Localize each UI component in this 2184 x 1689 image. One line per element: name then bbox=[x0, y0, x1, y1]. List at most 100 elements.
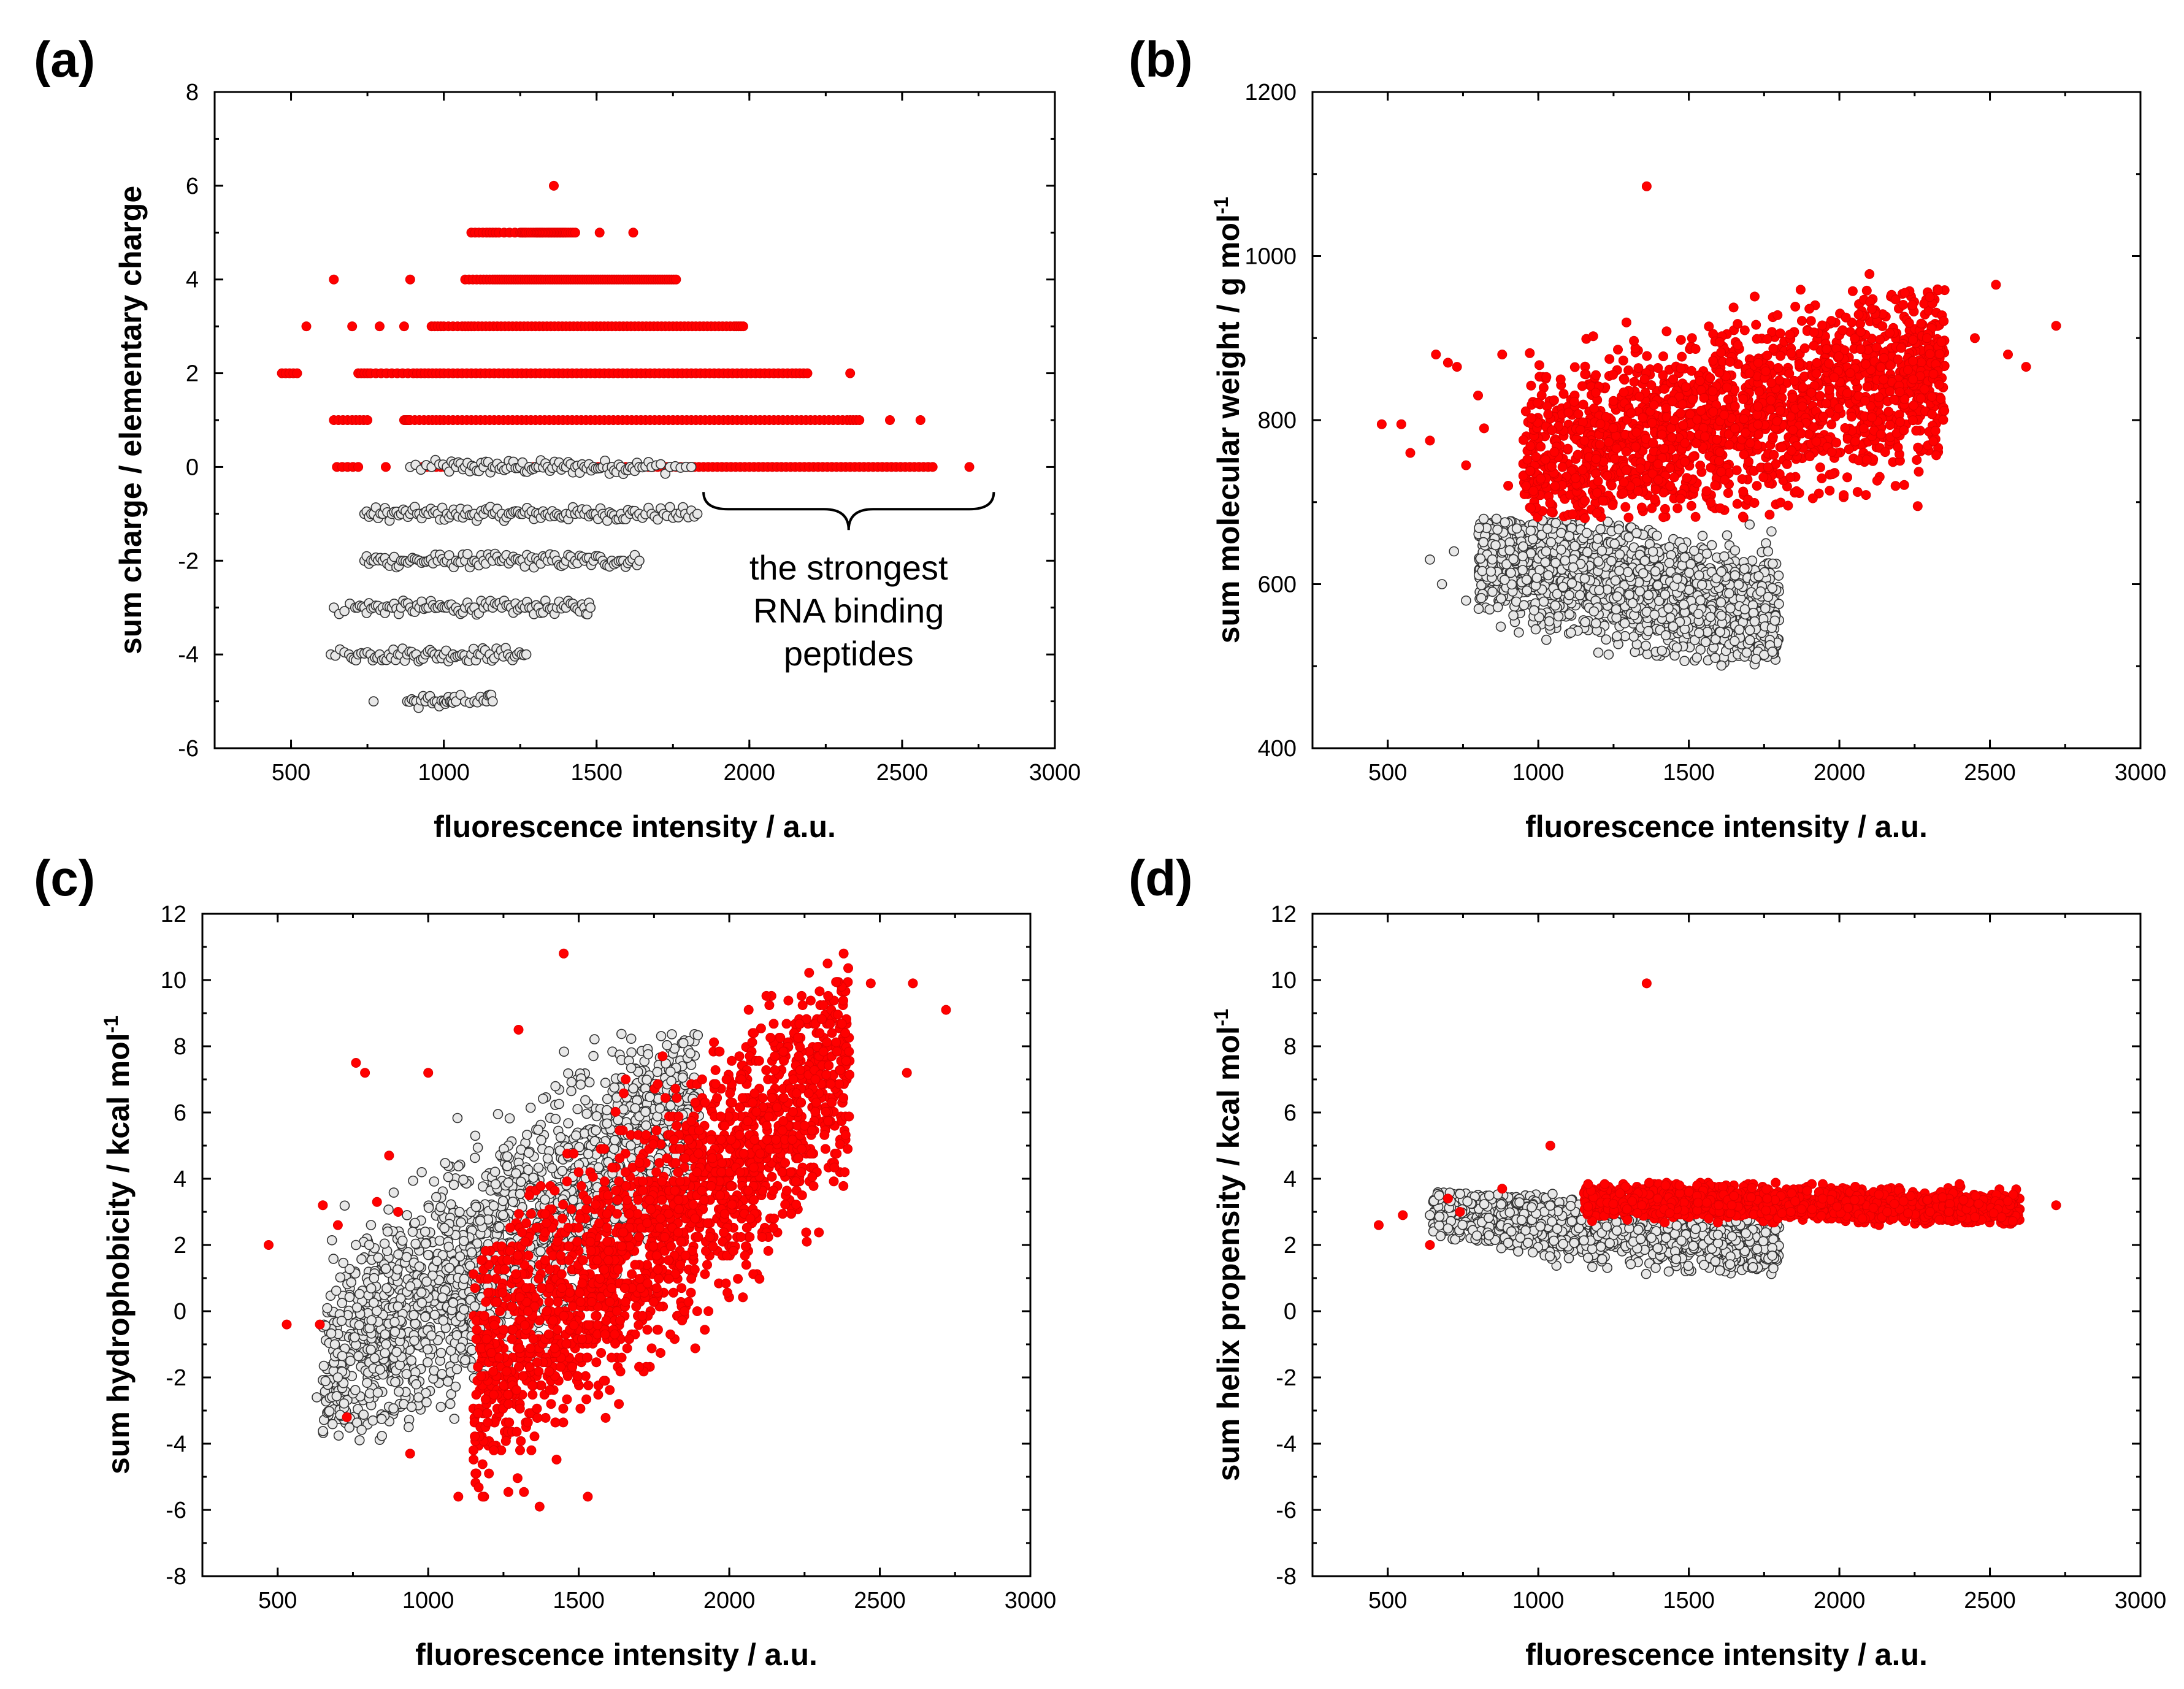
strong-binder-point bbox=[1677, 399, 1688, 410]
strong-binder-point bbox=[1536, 473, 1546, 484]
strong-binder-point bbox=[1634, 391, 1645, 402]
strong-binder-point bbox=[1818, 412, 1828, 422]
strong-binder-point bbox=[1690, 511, 1701, 522]
weak-binder-point bbox=[1631, 527, 1642, 538]
data-points bbox=[277, 180, 975, 713]
strong-binder-point bbox=[1750, 291, 1760, 302]
strong-binder-point bbox=[927, 462, 938, 472]
strong-binder-point bbox=[1452, 362, 1462, 372]
strong-binder-point bbox=[1621, 465, 1631, 475]
strong-binder-point bbox=[1590, 388, 1601, 398]
strong-binder-point bbox=[1708, 407, 1718, 417]
weak-binder-point bbox=[1579, 573, 1590, 584]
weak-binder-point bbox=[1495, 621, 1506, 632]
strong-binder-point bbox=[1880, 447, 1890, 458]
strong-binder-point bbox=[1658, 512, 1669, 523]
strong-binder-point bbox=[1526, 503, 1536, 513]
weak-binder-point bbox=[1492, 524, 1503, 535]
strong-binder-point bbox=[1598, 496, 1608, 506]
strong-binder-point bbox=[1889, 394, 1899, 405]
weak-binder-point bbox=[1582, 546, 1593, 557]
x-tick-label: 3000 bbox=[1029, 760, 1081, 786]
strong-binder-point bbox=[1787, 393, 1798, 403]
weak-binder-point bbox=[1477, 565, 1488, 576]
strong-binder-point bbox=[1573, 409, 1584, 419]
strong-binder-point bbox=[1768, 432, 1778, 442]
strong-binder-point bbox=[1805, 451, 1815, 462]
strong-binder-point bbox=[1773, 363, 1784, 373]
strong-binder-point bbox=[1620, 502, 1631, 512]
strong-binder-point bbox=[1591, 454, 1601, 464]
weak-binder-point bbox=[692, 508, 703, 519]
weak-binder-point bbox=[1492, 602, 1503, 613]
strong-binder-point bbox=[1938, 415, 1948, 425]
strong-binder-point bbox=[1534, 360, 1544, 370]
strong-binder-point bbox=[1765, 404, 1776, 415]
annotation-text: peptides bbox=[784, 634, 914, 673]
weak-binder-point bbox=[1566, 627, 1576, 638]
strong-binder-point bbox=[1672, 503, 1683, 513]
strong-binder-point bbox=[1825, 486, 1835, 496]
strong-binder-point bbox=[1934, 349, 1945, 359]
strong-binder-point bbox=[1699, 431, 1710, 442]
y-tick-label: 6 bbox=[186, 174, 199, 199]
strong-binder-point bbox=[1925, 292, 1935, 302]
weak-binder-point bbox=[1715, 597, 1726, 608]
weak-binder-point bbox=[1643, 590, 1654, 600]
strong-binder-point bbox=[1608, 396, 1619, 406]
weak-binder-point bbox=[1614, 524, 1624, 535]
strong-binder-point bbox=[1933, 285, 1944, 296]
strong-binder-point bbox=[301, 321, 312, 332]
weak-binder-point bbox=[1518, 541, 1528, 552]
weak-binder-point bbox=[1490, 540, 1501, 551]
weak-binder-point bbox=[1694, 627, 1704, 638]
strong-binder-point bbox=[1545, 498, 1555, 508]
weak-binder-point bbox=[1719, 551, 1730, 562]
strong-binder-point bbox=[1787, 445, 1796, 456]
weak-binder-point bbox=[1706, 540, 1717, 551]
strong-binder-point bbox=[1714, 337, 1725, 347]
weak-binder-point bbox=[1425, 554, 1435, 565]
weak-binder-point bbox=[1601, 634, 1611, 645]
strong-binder-point bbox=[1890, 294, 1901, 305]
weak-binder-point bbox=[1593, 556, 1604, 567]
weak-binder-point bbox=[1627, 598, 1638, 608]
strong-binder-point bbox=[1809, 327, 1819, 337]
strong-binder-point bbox=[1665, 481, 1676, 491]
strong-binder-point bbox=[1815, 462, 1825, 473]
strong-binder-point bbox=[1676, 363, 1686, 373]
weak-binder-point bbox=[1700, 637, 1711, 648]
weak-binder-point bbox=[368, 696, 379, 707]
panel-label: (b) bbox=[1128, 32, 1193, 88]
strong-binder-point bbox=[1861, 490, 1871, 500]
strong-binder-point bbox=[1842, 388, 1852, 398]
weak-binder-point bbox=[1519, 600, 1530, 611]
strong-binder-point bbox=[1688, 451, 1698, 462]
strong-binder-point bbox=[1648, 438, 1658, 448]
weak-binder-point bbox=[1724, 588, 1734, 599]
weak-binder-point bbox=[1528, 534, 1538, 545]
strong-binder-point bbox=[1701, 486, 1712, 496]
strong-binder-point bbox=[1580, 513, 1590, 524]
strong-binder-point bbox=[1720, 475, 1730, 485]
strong-binder-point bbox=[1896, 343, 1906, 353]
strong-binder-point bbox=[1752, 410, 1762, 420]
strong-binder-point bbox=[399, 321, 409, 332]
strong-binder-point bbox=[1680, 438, 1690, 448]
strong-binder-point bbox=[1536, 442, 1546, 452]
strong-binder-point bbox=[362, 415, 373, 425]
strong-binder-point bbox=[1687, 366, 1696, 376]
strong-binder-point bbox=[2003, 350, 2013, 359]
y-axis-title: sum charge / elementary charge bbox=[113, 186, 148, 654]
strong-binder-point bbox=[1839, 490, 1849, 500]
weak-binder-point bbox=[1611, 604, 1622, 615]
strong-binder-point bbox=[1739, 414, 1749, 424]
strong-binder-point bbox=[1806, 388, 1817, 398]
strong-binder-point bbox=[1706, 497, 1716, 508]
weak-binder-point bbox=[1701, 548, 1712, 559]
strong-binder-point bbox=[1580, 496, 1590, 506]
strong-binder-point bbox=[1908, 374, 1918, 385]
weak-binder-point bbox=[1705, 611, 1716, 622]
weak-binder-point bbox=[1716, 610, 1727, 621]
weak-binder-point bbox=[1611, 612, 1622, 623]
